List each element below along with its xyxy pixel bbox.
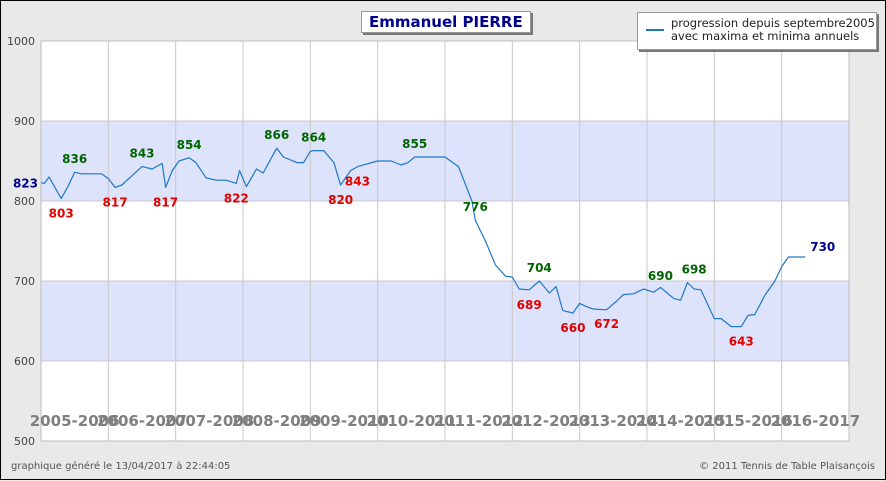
annotation-min-6: 817 (153, 195, 178, 209)
season-label-3: 2008-2009 (232, 412, 322, 430)
season-label-5: 2010-2011 (366, 412, 456, 430)
annotation-max-9: 864 (301, 131, 326, 145)
y-tick-label-1: 600 (14, 355, 35, 368)
season-label-9: 2014-2015 (636, 412, 726, 430)
season-label-8: 2013-2014 (568, 412, 658, 430)
annotation-min-10: 820 (328, 193, 353, 207)
annotation-max-13: 776 (463, 200, 488, 214)
legend: progression depuis septembre2005 avec ma… (637, 12, 877, 50)
annotation-max-14: 704 (527, 261, 552, 275)
annotation-end-21: 730 (810, 240, 835, 254)
season-label-6: 2011-2012 (434, 412, 524, 430)
annotation-min-20: 643 (729, 335, 754, 349)
plot-border (40, 40, 850, 442)
y-tick-label-3: 800 (14, 195, 35, 208)
season-label-0: 2005-2006 (30, 412, 120, 430)
footer-copyright: © 2011 Tennis de Table Plaisançois (699, 461, 875, 472)
annotation-min-16: 660 (560, 321, 585, 335)
annotation-min-4: 817 (103, 195, 128, 209)
annotation-max-7: 866 (264, 128, 289, 142)
annotation-min-15: 689 (517, 298, 542, 312)
season-label-2: 2007-2008 (164, 412, 254, 430)
annotation-min-2: 803 (49, 207, 74, 221)
legend-entry-2: avec maxima et minima annuels (671, 29, 860, 43)
annotation-max-18: 690 (648, 269, 673, 283)
season-label-1: 2006-2007 (97, 412, 187, 430)
annotation-min-11: 843 (345, 175, 370, 189)
footer-generated: graphique généré le 13/04/2017 à 22:44:0… (11, 461, 231, 472)
y-tick-label-4: 900 (14, 115, 35, 128)
annotation-start-0: 823 (13, 177, 38, 191)
legend-text: progression depuis septembre2005 avec ma… (671, 17, 875, 43)
legend-line-swatch (646, 29, 664, 31)
y-tick-label-0: 500 (14, 435, 35, 448)
season-label-10: 2015-2016 (703, 412, 793, 430)
annotation-max-3: 843 (129, 147, 154, 161)
season-label-4: 2009-2010 (299, 412, 389, 430)
annotation-max-19: 698 (682, 263, 707, 277)
annotation-max-12: 855 (402, 137, 427, 151)
legend-entry-1: progression depuis septembre2005 (671, 16, 875, 30)
series-line-0 (40, 147, 806, 328)
annotation-min-17: 672 (594, 317, 619, 331)
y-tick-label-2: 700 (14, 275, 35, 288)
season-label-11: 2016-2017 (770, 412, 860, 430)
annotation-max-1: 836 (62, 152, 87, 166)
season-label-7: 2012-2013 (501, 412, 591, 430)
annotation-min-8: 822 (224, 191, 249, 205)
chart-title: Emmanuel PIERRE (361, 11, 531, 33)
y-tick-label-5: 1000 (7, 35, 35, 48)
annotation-max-5: 854 (177, 138, 202, 152)
